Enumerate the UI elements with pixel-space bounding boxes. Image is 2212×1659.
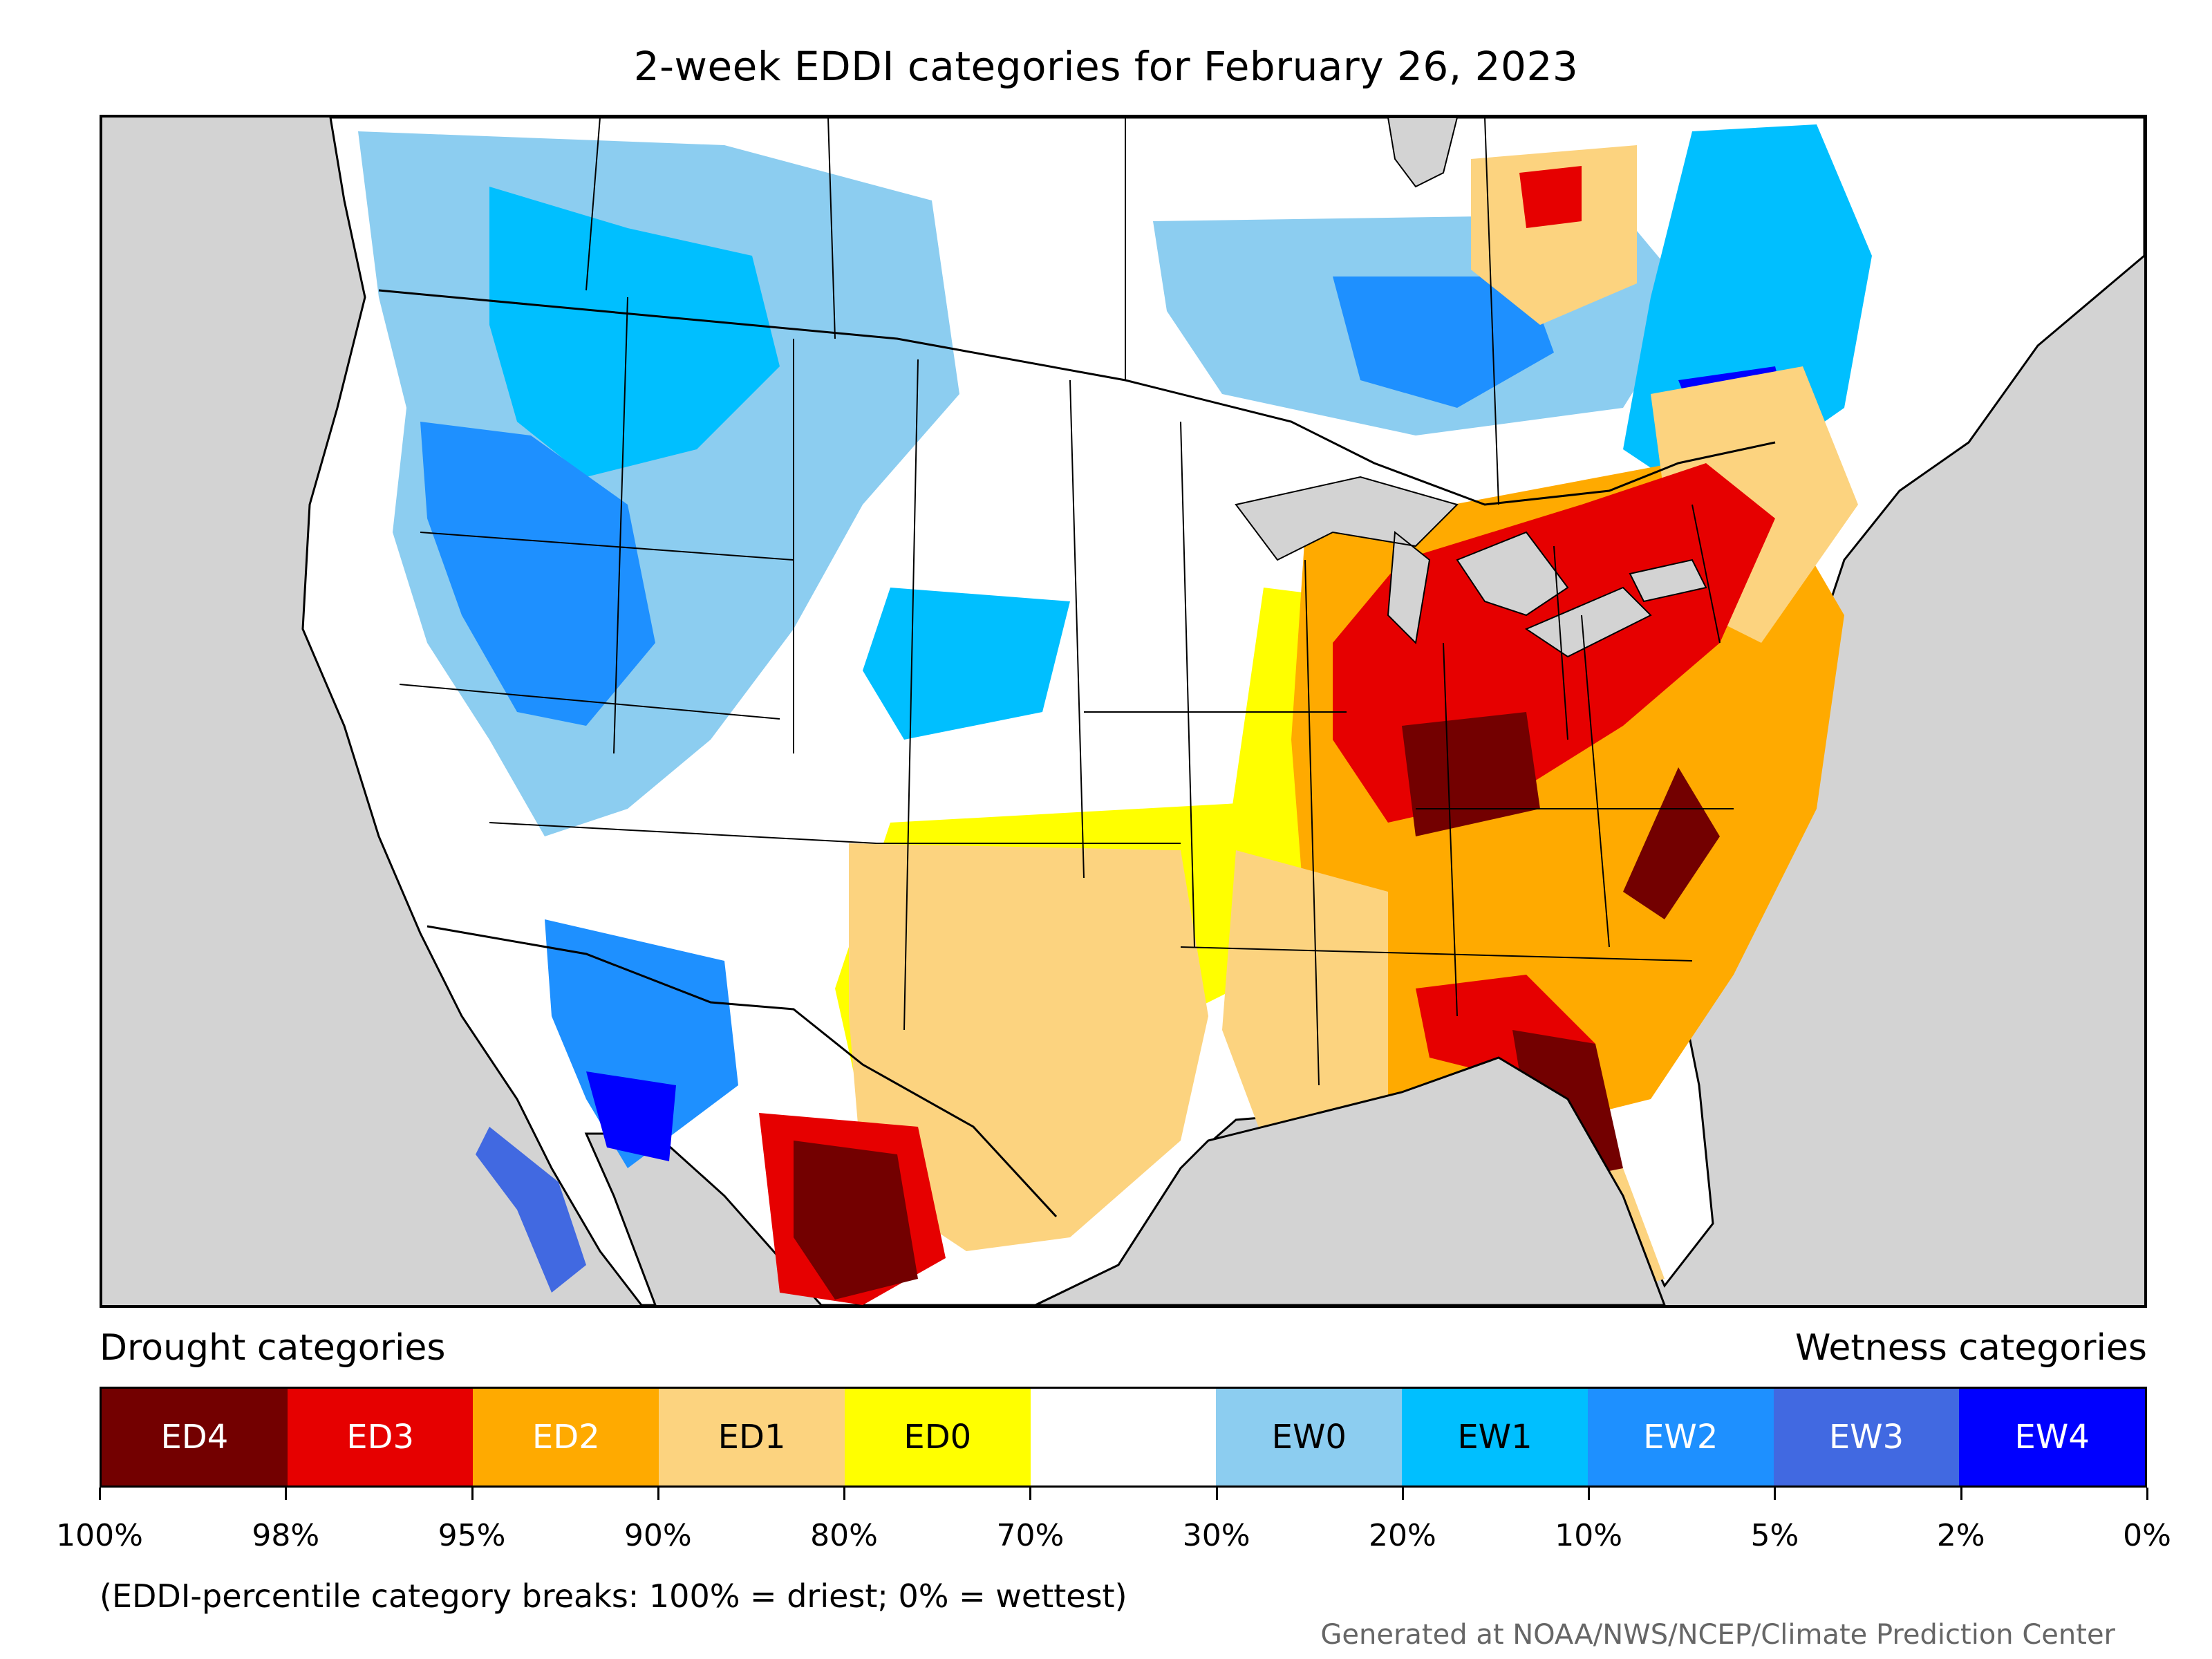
colorbar-tick bbox=[843, 1488, 846, 1500]
colorbar-segment: ED4 bbox=[102, 1389, 288, 1485]
dry-ed3-quebec bbox=[1519, 166, 1582, 228]
wet-ew2-southwest bbox=[545, 919, 738, 1168]
colorbar-tick bbox=[1588, 1488, 1591, 1500]
colorbar-ticks bbox=[99, 1488, 2148, 1501]
colorbar-segment: EW4 bbox=[1959, 1389, 2146, 1485]
colorbar-tick bbox=[2146, 1488, 2148, 1500]
dry-ed4-kentucky bbox=[1402, 712, 1540, 836]
colorbar-tick-label: 20% bbox=[1369, 1518, 1436, 1553]
colorbar-tick bbox=[285, 1488, 288, 1500]
colorbar-tick-label: 2% bbox=[1936, 1518, 1985, 1553]
gulf-of-mexico bbox=[1035, 1056, 1666, 1305]
dry-ed1-southeast bbox=[1222, 850, 1388, 1141]
colorbar-tick-label: 100% bbox=[56, 1518, 143, 1553]
us-canada-border bbox=[378, 289, 1776, 506]
dry-ed4-texas-south bbox=[794, 1141, 918, 1300]
colorbar-segment: EW0 bbox=[1216, 1389, 1403, 1485]
wet-ew1-northwest bbox=[489, 187, 780, 477]
colorbar-tick bbox=[99, 1488, 101, 1500]
colorbar-segment: ED1 bbox=[659, 1389, 845, 1485]
colorbar-segment: ED0 bbox=[844, 1389, 1031, 1485]
colorbar-tick bbox=[1960, 1488, 1962, 1500]
colorbar-tick bbox=[1029, 1488, 1032, 1500]
colorbar-segment: EW1 bbox=[1402, 1389, 1588, 1485]
dry-ed2-quebec bbox=[1471, 145, 1637, 325]
wet-ew3-baja bbox=[476, 1127, 586, 1293]
state-lines bbox=[399, 297, 1734, 1086]
colorbar-tick-label: 90% bbox=[624, 1518, 692, 1553]
colorbar-tick-label: 5% bbox=[1750, 1518, 1799, 1553]
colorbar-tick-label: 0% bbox=[2123, 1518, 2171, 1553]
dry-ed4-carolina bbox=[1623, 767, 1720, 919]
colorbar-segment: EW2 bbox=[1587, 1389, 1774, 1485]
colorbar-tick-label: 10% bbox=[1555, 1518, 1623, 1553]
map-title: 2-week EDDI categories for February 26, … bbox=[633, 43, 1579, 90]
wet-ew2-west bbox=[420, 422, 655, 726]
dry-ed1-texas bbox=[849, 843, 1208, 1251]
canada-province-lines bbox=[585, 118, 1499, 505]
colorbar-tick bbox=[471, 1488, 474, 1500]
eddi-map-canvas bbox=[301, 118, 2144, 1305]
drought-categories-label: Drought categories bbox=[100, 1327, 446, 1369]
colorbar-tick-label: 80% bbox=[810, 1518, 878, 1553]
hudson-bay-edge bbox=[1387, 118, 1459, 188]
eddi-map bbox=[100, 115, 2147, 1308]
colorbar-tick bbox=[1215, 1488, 1218, 1500]
us-mexico-border bbox=[427, 925, 1058, 1218]
wet-ew4-southwest bbox=[586, 1071, 676, 1161]
colorbar-tick-label: 70% bbox=[996, 1518, 1065, 1553]
category-colorbar: ED4 ED3 ED2 ED1 ED0 EW0 EW1 EW2 EW3 EW4 bbox=[100, 1387, 2147, 1488]
colorbar-segment: ED2 bbox=[473, 1389, 659, 1485]
colorbar-tick-label: 98% bbox=[252, 1518, 320, 1553]
colorbar-segment: EW3 bbox=[1773, 1389, 1960, 1485]
colorbar-tick-label: 95% bbox=[438, 1518, 506, 1553]
colorbar-tick-label: 30% bbox=[1182, 1518, 1250, 1553]
colorbar-segment: ED3 bbox=[287, 1389, 474, 1485]
great-lakes bbox=[1235, 476, 1707, 658]
credit-text: Generated at NOAA/NWS/NCEP/Climate Predi… bbox=[1320, 1619, 2115, 1651]
percentile-note: (EDDI-percentile category breaks: 100% =… bbox=[100, 1577, 1127, 1615]
colorbar-tick bbox=[1774, 1488, 1777, 1500]
colorbar-tick bbox=[657, 1488, 659, 1500]
colorbar-segment bbox=[1030, 1389, 1217, 1485]
wetness-categories-label: Wetness categories bbox=[1795, 1327, 2147, 1369]
wet-ew1-central bbox=[863, 588, 1070, 740]
wet-ew2-canada-north bbox=[1333, 276, 1554, 408]
colorbar-tick bbox=[1401, 1488, 1404, 1500]
